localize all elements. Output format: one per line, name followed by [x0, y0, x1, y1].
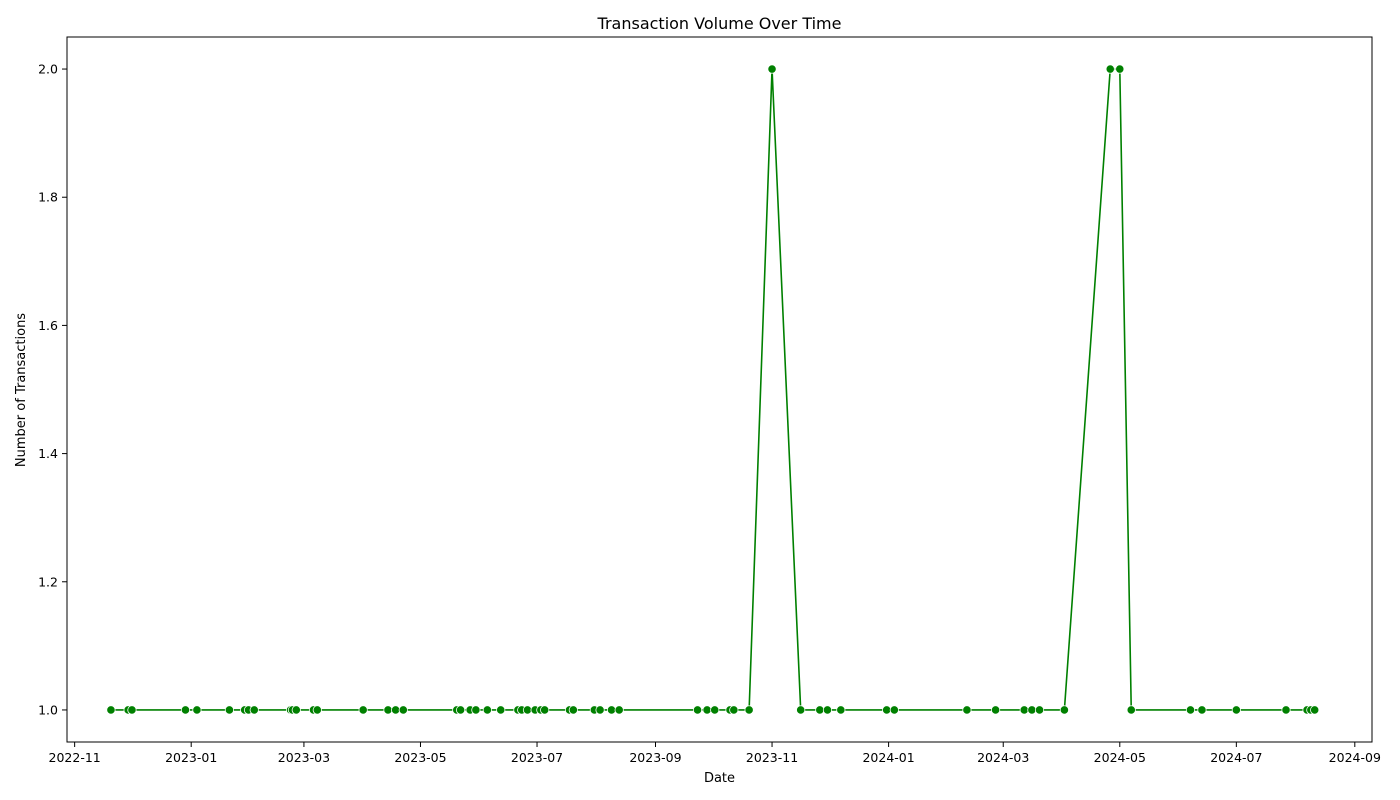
- data-point: [291, 705, 301, 715]
- y-tick-label: 1.0: [38, 702, 58, 717]
- x-tick-label: 2024-05: [1094, 750, 1146, 765]
- data-point: [962, 705, 972, 715]
- data-point: [496, 705, 506, 715]
- y-tick-label: 2.0: [38, 62, 58, 77]
- x-tick-label: 2023-11: [746, 750, 798, 765]
- plot-frame: [66, 36, 1373, 743]
- data-point: [836, 705, 846, 715]
- data-point: [192, 705, 202, 715]
- data-point: [106, 705, 116, 715]
- data-point: [482, 705, 492, 715]
- x-tick-label: 2022-11: [49, 750, 101, 765]
- data-point: [606, 705, 617, 715]
- data-point: [1310, 705, 1320, 715]
- data-point: [1281, 705, 1291, 715]
- data-point: [710, 705, 720, 715]
- data-point: [1059, 705, 1069, 715]
- data-point: [1185, 705, 1196, 715]
- data-point: [1231, 705, 1241, 715]
- data-point: [889, 705, 899, 715]
- data-point: [744, 705, 754, 715]
- data-point: [1126, 705, 1136, 715]
- data-point: [180, 705, 191, 715]
- x-tick-label: 2024-01: [862, 750, 914, 765]
- x-tick-label: 2023-03: [278, 750, 330, 765]
- data-point: [815, 705, 825, 715]
- x-tick-label: 2023-07: [511, 750, 563, 765]
- data-point: [822, 705, 833, 715]
- x-tick-label: 2024-07: [1210, 750, 1262, 765]
- data-point: [471, 705, 481, 715]
- y-tick-label: 1.8: [38, 190, 58, 205]
- data-point: [767, 64, 777, 74]
- x-tick-label: 2023-01: [165, 750, 217, 765]
- y-tick-label: 1.2: [38, 574, 58, 589]
- data-point: [1105, 64, 1115, 74]
- data-point: [595, 705, 605, 715]
- data-point: [224, 705, 235, 715]
- x-tick-label: 2023-05: [394, 750, 446, 765]
- data-point: [729, 705, 739, 715]
- data-point: [312, 705, 322, 715]
- data-point: [522, 705, 533, 715]
- data-point: [568, 705, 578, 715]
- data-point: [1197, 705, 1207, 715]
- data-point: [1019, 705, 1029, 715]
- data-point: [358, 705, 368, 715]
- y-tick-label: 1.4: [38, 446, 58, 461]
- data-point: [383, 705, 393, 715]
- y-axis-label: Number of Transactions: [14, 313, 29, 467]
- chart-title: Transaction Volume Over Time: [597, 14, 842, 33]
- data-point: [127, 705, 137, 715]
- x-tick-label: 2024-09: [1329, 750, 1381, 765]
- data-point: [882, 705, 892, 715]
- y-tick-label: 1.6: [38, 318, 58, 333]
- data-point: [398, 705, 408, 715]
- x-tick-label: 2024-03: [977, 750, 1029, 765]
- data-point: [796, 705, 806, 715]
- data-point: [455, 705, 466, 715]
- data-point: [702, 705, 712, 715]
- data-point: [692, 705, 703, 715]
- x-axis-label: Date: [704, 771, 735, 786]
- data-point: [391, 705, 401, 715]
- data-point: [1034, 705, 1045, 715]
- x-tick-label: 2023-09: [629, 750, 681, 765]
- data-point: [614, 705, 624, 715]
- data-point: [1027, 705, 1037, 715]
- data-point: [990, 705, 1001, 715]
- data-point: [1115, 64, 1125, 74]
- data-point: [249, 705, 259, 715]
- plot-area: 2022-11 2023-01 2023-03 2023-05 2023-07 2023-…: [38, 36, 1381, 765]
- data-point: [540, 705, 550, 715]
